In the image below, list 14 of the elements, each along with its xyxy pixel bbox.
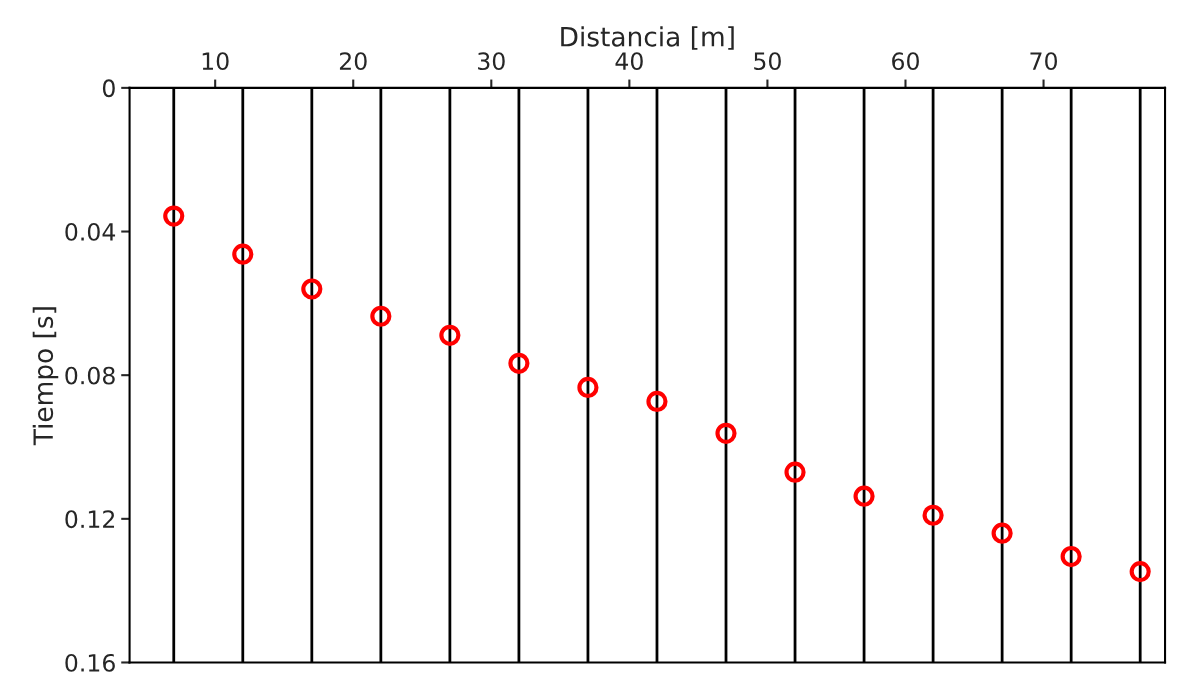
y-tick-label: 0 xyxy=(102,79,115,98)
y-tick-label: 0.16 xyxy=(65,653,115,672)
x-tick-label: 40 xyxy=(615,52,643,71)
x-tick-label: 20 xyxy=(339,52,367,71)
x-tick-label: 70 xyxy=(1030,52,1057,71)
x-tick-label: 30 xyxy=(478,52,505,71)
x-tick-label: 60 xyxy=(892,52,919,71)
y-axis-title: Tiempo [s] xyxy=(32,307,59,446)
x-axis-title: Distancia [m] xyxy=(561,26,734,50)
y-tick-label: 0.08 xyxy=(65,366,115,385)
y-tick-label: 0.04 xyxy=(65,222,116,241)
x-tick-label: 50 xyxy=(754,52,781,71)
x-tick-label: 10 xyxy=(202,52,229,71)
y-tick-label: 0.12 xyxy=(65,510,115,529)
